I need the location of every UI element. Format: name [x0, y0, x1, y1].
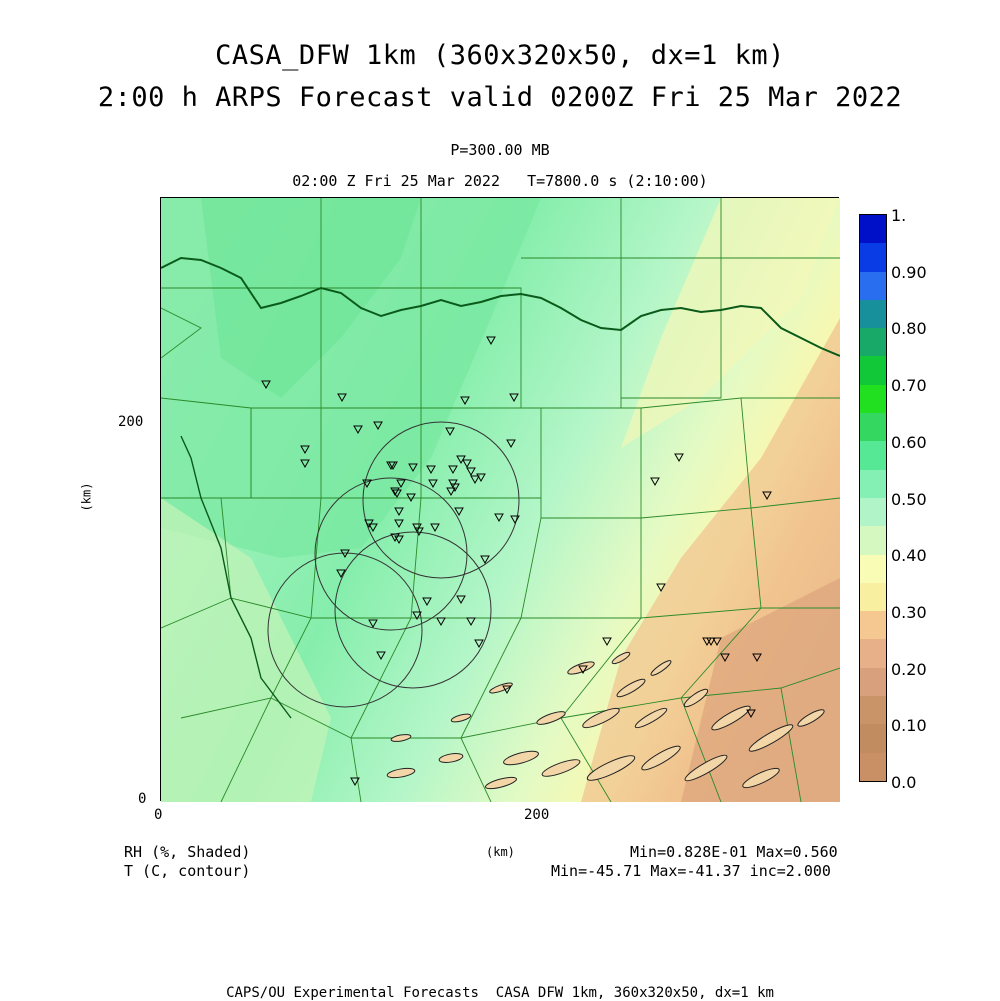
colorbar: [859, 214, 887, 782]
colorbar-segment: [860, 441, 886, 470]
pressure-level: P=300.00 MB: [450, 141, 550, 159]
rh-moist-core: [201, 198, 421, 398]
footer-credit: CAPS/OU Experimental Forecasts CASA DFW …: [226, 985, 774, 1001]
colorbar-segment: [860, 413, 886, 442]
contour-stats: Min=-45.71 Max=-41.37 inc=2.000: [551, 862, 831, 880]
x-tick-label: 0: [154, 807, 163, 823]
radar-ring: [267, 552, 423, 708]
colorbar-label: 0.30: [891, 602, 927, 622]
station-markers: [261, 336, 772, 787]
colorbar-segment: [860, 215, 886, 244]
colorbar-segment: [860, 299, 886, 329]
rh-mid-northeast: [621, 198, 840, 448]
shaded-stats: Min=0.828E-01 Max=0.560: [630, 843, 838, 861]
map-svg: [161, 198, 840, 802]
colorbar-label: 0.90: [891, 262, 927, 282]
colorbar-segment: [860, 611, 886, 640]
rh-dry-west: [161, 498, 331, 802]
radar-ring: [362, 421, 520, 579]
colorbar-segment: [860, 696, 886, 725]
contour-field-label: T (C, contour): [124, 862, 251, 880]
colorbar-label: 0.70: [891, 376, 927, 396]
colorbar-label: 0.20: [891, 659, 927, 679]
y-axis-label: (km): [79, 482, 94, 512]
radar-rings: [267, 421, 520, 708]
colorbar-label: 0.40: [891, 546, 927, 566]
valid-time: 02:00 Z Fri 25 Mar 2022 T=7800.0 s (2:10…: [292, 172, 708, 190]
colorbar-segment: [860, 639, 886, 668]
colorbar-segment: [860, 554, 886, 583]
colorbar-segment: [860, 582, 886, 612]
colorbar-segment: [860, 469, 886, 498]
shaded-field-label: RH (%, Shaded): [124, 843, 251, 861]
chart-title: CASA_DFW 1km (360x320x50, dx=1 km): [215, 40, 785, 71]
county-boundaries: [161, 198, 840, 802]
colorbar-label: 0.0: [891, 773, 917, 792]
colorbar-segment: [860, 526, 886, 555]
radar-ring: [334, 531, 492, 689]
western-border: [180, 435, 292, 719]
y-tick-label: 0: [138, 791, 147, 807]
colorbar-segment: [860, 328, 886, 357]
colorbar-segment: [860, 271, 886, 300]
colorbar-segment: [860, 384, 886, 414]
colorbar-segment: [860, 497, 886, 527]
colorbar-label: 0.10: [891, 716, 927, 736]
x-axis-label: (km): [486, 845, 515, 859]
chart-subtitle: 2:00 h ARPS Forecast valid 0200Z Fri 25 …: [97, 82, 903, 113]
colorbar-segment: [860, 243, 886, 272]
colorbar-segment: [860, 667, 886, 697]
colorbar-label: 1.: [891, 206, 907, 225]
red-river-border: [161, 256, 840, 357]
colorbar-label: 0.60: [891, 432, 927, 452]
temperature-contours: [386, 651, 825, 790]
y-tick-label: 200: [118, 414, 144, 430]
map-plot[interactable]: [160, 197, 840, 802]
colorbar-label: 0.80: [891, 319, 927, 339]
colorbar-label: 0.50: [891, 489, 927, 509]
colorbar-segment: [860, 356, 886, 385]
x-tick-label: 200: [524, 807, 550, 823]
colorbar-segment: [860, 752, 886, 781]
colorbar-segment: [860, 724, 886, 753]
